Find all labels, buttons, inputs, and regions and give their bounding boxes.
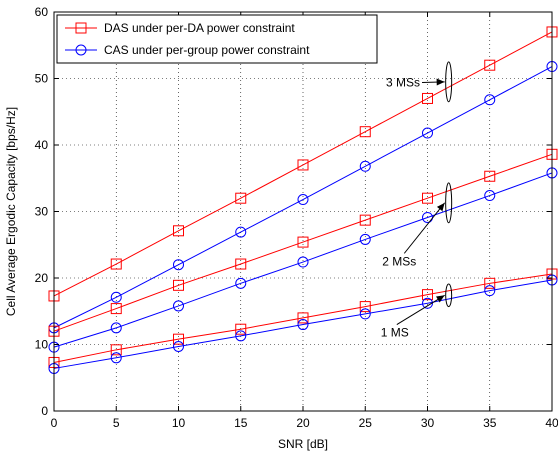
data-point-circle (484, 190, 496, 202)
data-point-square (422, 192, 433, 204)
data-point-square (359, 126, 371, 138)
group-ellipse (445, 61, 453, 103)
data-point-square (422, 92, 433, 104)
series-line (53, 273, 553, 363)
y-axis-label: Cell Average Ergodic Capacity [bps/Hz] (4, 107, 18, 316)
y-tick-label: 60 (35, 5, 49, 19)
data-point-square (484, 170, 496, 182)
x-tick-label: 5 (113, 416, 120, 430)
legend-label: CAS under per-group power constraint (104, 43, 310, 57)
data-point-square (110, 303, 122, 315)
data-point-circle (297, 194, 309, 206)
legend-box (56, 14, 378, 64)
x-tick-label: 40 (545, 416, 558, 430)
data-point-circle (359, 160, 371, 172)
annotation-3: 1 MS (381, 283, 453, 340)
data-point-square (110, 258, 122, 270)
group-ellipse (445, 182, 453, 224)
y-tick-label: 50 (35, 72, 49, 86)
data-point-square (235, 192, 247, 204)
data-point-square (173, 225, 184, 237)
data-point-circle (110, 352, 122, 364)
annotation-arrow-head (436, 202, 445, 212)
x-tick-label: 10 (172, 416, 186, 430)
y-tick-label: 0 (41, 404, 48, 418)
data-point-circle (422, 127, 433, 139)
group-ellipse (445, 283, 453, 308)
x-tick-label: 15 (234, 416, 248, 430)
data-point-square (484, 59, 496, 71)
data-point-square (359, 214, 371, 226)
data-point-square (297, 236, 309, 248)
data-point-circle (173, 259, 184, 271)
legend-marker-circle (75, 44, 87, 56)
data-point-square (235, 258, 247, 270)
axis-ticks: 0 5 10 15 20 25 30 35 40 0 10 20 30 40 50 60 (35, 5, 558, 430)
series-square-1 (48, 26, 558, 302)
data-point-square (173, 279, 184, 291)
annotation-2: 2 MSs (382, 182, 453, 268)
legend-marker-square (75, 22, 87, 34)
data-point-square (173, 333, 184, 345)
annotation-arrow-head (436, 78, 445, 86)
series-layer (48, 26, 558, 374)
data-point-circle (235, 226, 247, 238)
data-point-circle (484, 285, 496, 297)
series-square-3 (48, 148, 558, 337)
y-tick-label: 10 (35, 338, 49, 352)
series-line (53, 279, 553, 369)
x-tick-label: 25 (359, 416, 373, 430)
annotation-1: 3 MSs (386, 61, 453, 103)
data-point-circle (235, 277, 247, 289)
data-point-square (297, 312, 309, 324)
series-line (53, 31, 553, 297)
data-point-circle (110, 322, 122, 334)
x-tick-label: 35 (483, 416, 497, 430)
x-tick-label: 0 (51, 416, 58, 430)
data-point-square (110, 344, 122, 356)
data-point-square (484, 277, 496, 289)
data-point-circle (359, 233, 371, 245)
legend-entry-1: DAS under per-DA power constraint (65, 21, 295, 35)
legend: DAS under per-DA power constraint CAS und… (56, 14, 378, 64)
series-line (53, 66, 553, 329)
legend-entry-2: CAS under per-group power constraint (65, 43, 310, 57)
legend-label: DAS under per-DA power constraint (104, 21, 295, 35)
data-point-circle (110, 291, 122, 303)
y-tick-label: 30 (35, 205, 49, 219)
data-point-circle (235, 330, 247, 342)
annotation-arrow-head (436, 295, 445, 303)
x-tick-label: 30 (421, 416, 435, 430)
annotation-label: 2 MSs (382, 254, 416, 268)
data-point-square (235, 323, 247, 335)
annotation-label: 1 MS (381, 326, 409, 340)
data-point-circle (297, 319, 309, 331)
annotation-arrow-line (396, 294, 445, 325)
data-point-square (297, 159, 309, 171)
annotation-arrow-line (403, 202, 446, 254)
data-point-circle (297, 256, 309, 268)
y-tick-label: 20 (35, 271, 49, 285)
series-line (53, 153, 553, 332)
series-line (53, 172, 553, 348)
y-tick-label: 40 (35, 138, 49, 152)
annotations: 3 MSs 2 MSs 1 MS (381, 61, 453, 340)
series-square-5 (48, 268, 558, 368)
data-point-circle (484, 94, 496, 106)
annotation-label: 3 MSs (386, 75, 420, 89)
x-tick-label: 20 (296, 416, 310, 430)
x-axis-label: SNR [dB] (278, 437, 328, 451)
data-point-square (422, 289, 433, 301)
data-point-circle (173, 300, 184, 312)
data-point-circle (359, 308, 371, 320)
data-point-circle (173, 340, 184, 352)
data-point-square (359, 301, 371, 313)
